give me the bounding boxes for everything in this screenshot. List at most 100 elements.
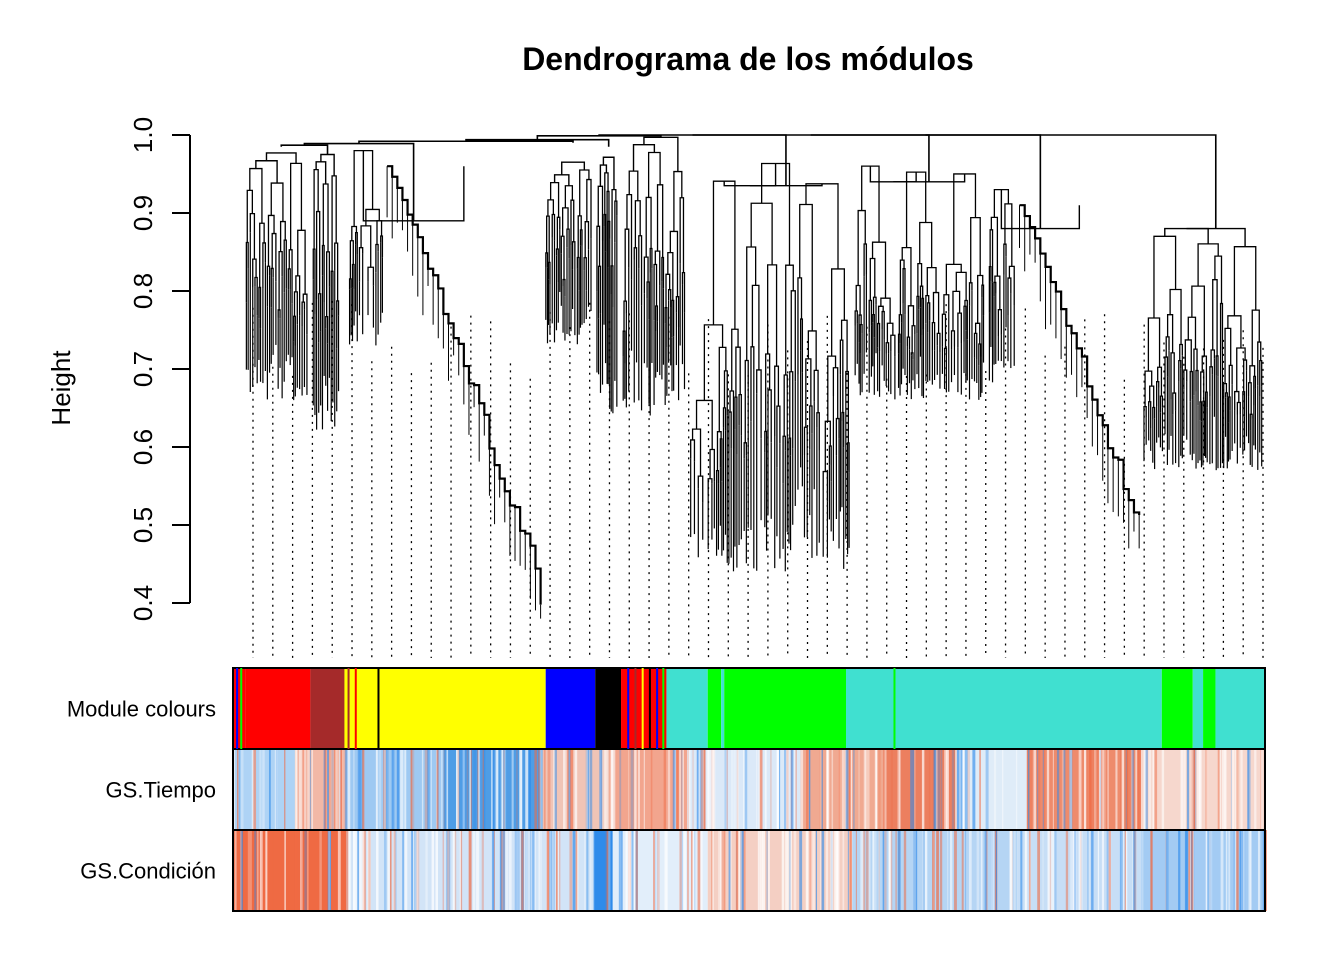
color-stripe <box>404 830 408 911</box>
color-stripe <box>848 749 852 830</box>
color-stripe <box>1206 749 1209 830</box>
color-stripe <box>395 830 397 911</box>
merge-link <box>358 247 364 282</box>
color-stripe <box>1186 749 1190 830</box>
color-stripe <box>861 830 865 911</box>
color-stripe <box>393 830 396 911</box>
merge-link <box>664 307 668 348</box>
color-stripe <box>1132 830 1134 911</box>
merge-link <box>743 442 748 459</box>
color-stripe <box>237 749 239 830</box>
merge-link <box>367 266 375 286</box>
color-stripe <box>619 830 623 911</box>
color-stripe <box>1239 830 1242 911</box>
color-stripe <box>694 830 696 911</box>
color-stripe <box>1191 830 1193 911</box>
color-stripe <box>416 830 420 911</box>
color-stripe <box>910 749 913 830</box>
color-stripe <box>472 830 476 911</box>
merge-link <box>293 315 296 346</box>
color-stripe <box>344 749 347 830</box>
merge-link <box>897 333 901 354</box>
color-stripe <box>789 830 792 911</box>
color-stripe <box>556 830 558 911</box>
merge-link <box>886 322 894 343</box>
color-stripe <box>1184 830 1188 911</box>
merge-link <box>756 369 762 439</box>
merge-link <box>767 389 772 443</box>
color-stripe <box>976 830 980 911</box>
merge-link <box>1184 339 1192 372</box>
merge-link <box>556 216 561 250</box>
merge-link <box>1153 235 1177 319</box>
color-stripe <box>503 749 505 830</box>
color-stripe <box>387 830 391 911</box>
color-stripe <box>1078 749 1082 830</box>
merge-link <box>723 370 728 416</box>
color-stripe <box>936 830 939 911</box>
branch-backbone <box>1019 204 1141 515</box>
color-stripe <box>696 749 698 830</box>
color-stripe <box>517 830 520 911</box>
color-stripe <box>786 749 788 830</box>
color-stripe <box>1024 830 1028 911</box>
color-stripe <box>650 749 653 830</box>
merge-link <box>1193 348 1198 396</box>
color-stripe <box>731 749 734 830</box>
color-stripe <box>815 830 818 911</box>
color-stripe <box>253 749 257 830</box>
color-stripe <box>1052 749 1054 830</box>
merge-link <box>1236 347 1246 392</box>
color-stripe <box>793 830 797 911</box>
color-stripe <box>1094 749 1097 830</box>
color-stripe <box>470 749 472 830</box>
color-stripe <box>928 749 931 830</box>
merge-link <box>1247 382 1252 415</box>
color-stripe <box>1075 830 1077 911</box>
color-stripe <box>806 749 809 830</box>
merge-link <box>653 263 658 321</box>
color-stripe <box>463 749 466 830</box>
color-stripe <box>985 749 989 830</box>
color-stripe <box>496 749 499 830</box>
color-stripe <box>1240 749 1243 830</box>
color-stripe <box>302 749 305 830</box>
color-stripe <box>784 749 786 830</box>
color-stripe <box>898 749 900 830</box>
color-stripe <box>503 749 507 830</box>
branch-join <box>315 161 327 185</box>
color-stripe <box>613 749 616 830</box>
y-tick-label: 0.4 <box>128 585 158 621</box>
color-stripe <box>469 749 471 830</box>
color-stripe <box>1052 830 1055 911</box>
color-stripe <box>785 830 788 911</box>
color-stripe <box>1148 749 1152 830</box>
color-stripe <box>1143 749 1147 830</box>
color-stripe <box>1141 830 1144 911</box>
merge-link <box>973 332 978 360</box>
color-stripe <box>964 749 968 830</box>
color-stripe <box>1046 749 1050 830</box>
color-segment <box>310 668 345 749</box>
color-stripe <box>1242 830 1244 911</box>
color-stripe <box>722 830 726 911</box>
branch-join <box>723 163 777 187</box>
color-stripe <box>421 749 424 830</box>
color-stripe <box>493 749 496 830</box>
color-stripe <box>1042 749 1044 830</box>
color-stripe <box>334 749 338 830</box>
color-stripe <box>1043 749 1046 830</box>
color-stripe <box>985 830 988 911</box>
color-stripe <box>849 749 851 830</box>
color-stripe <box>822 830 825 911</box>
color-stripe <box>922 830 924 911</box>
color-stripe <box>618 830 621 911</box>
merge-link <box>348 278 352 290</box>
color-stripe <box>738 830 741 911</box>
merge-link <box>816 412 820 451</box>
color-stripe <box>825 830 829 911</box>
color-stripe <box>404 749 406 830</box>
color-stripe <box>868 830 871 911</box>
color-stripe <box>361 830 365 911</box>
color-stripe <box>1227 830 1231 911</box>
